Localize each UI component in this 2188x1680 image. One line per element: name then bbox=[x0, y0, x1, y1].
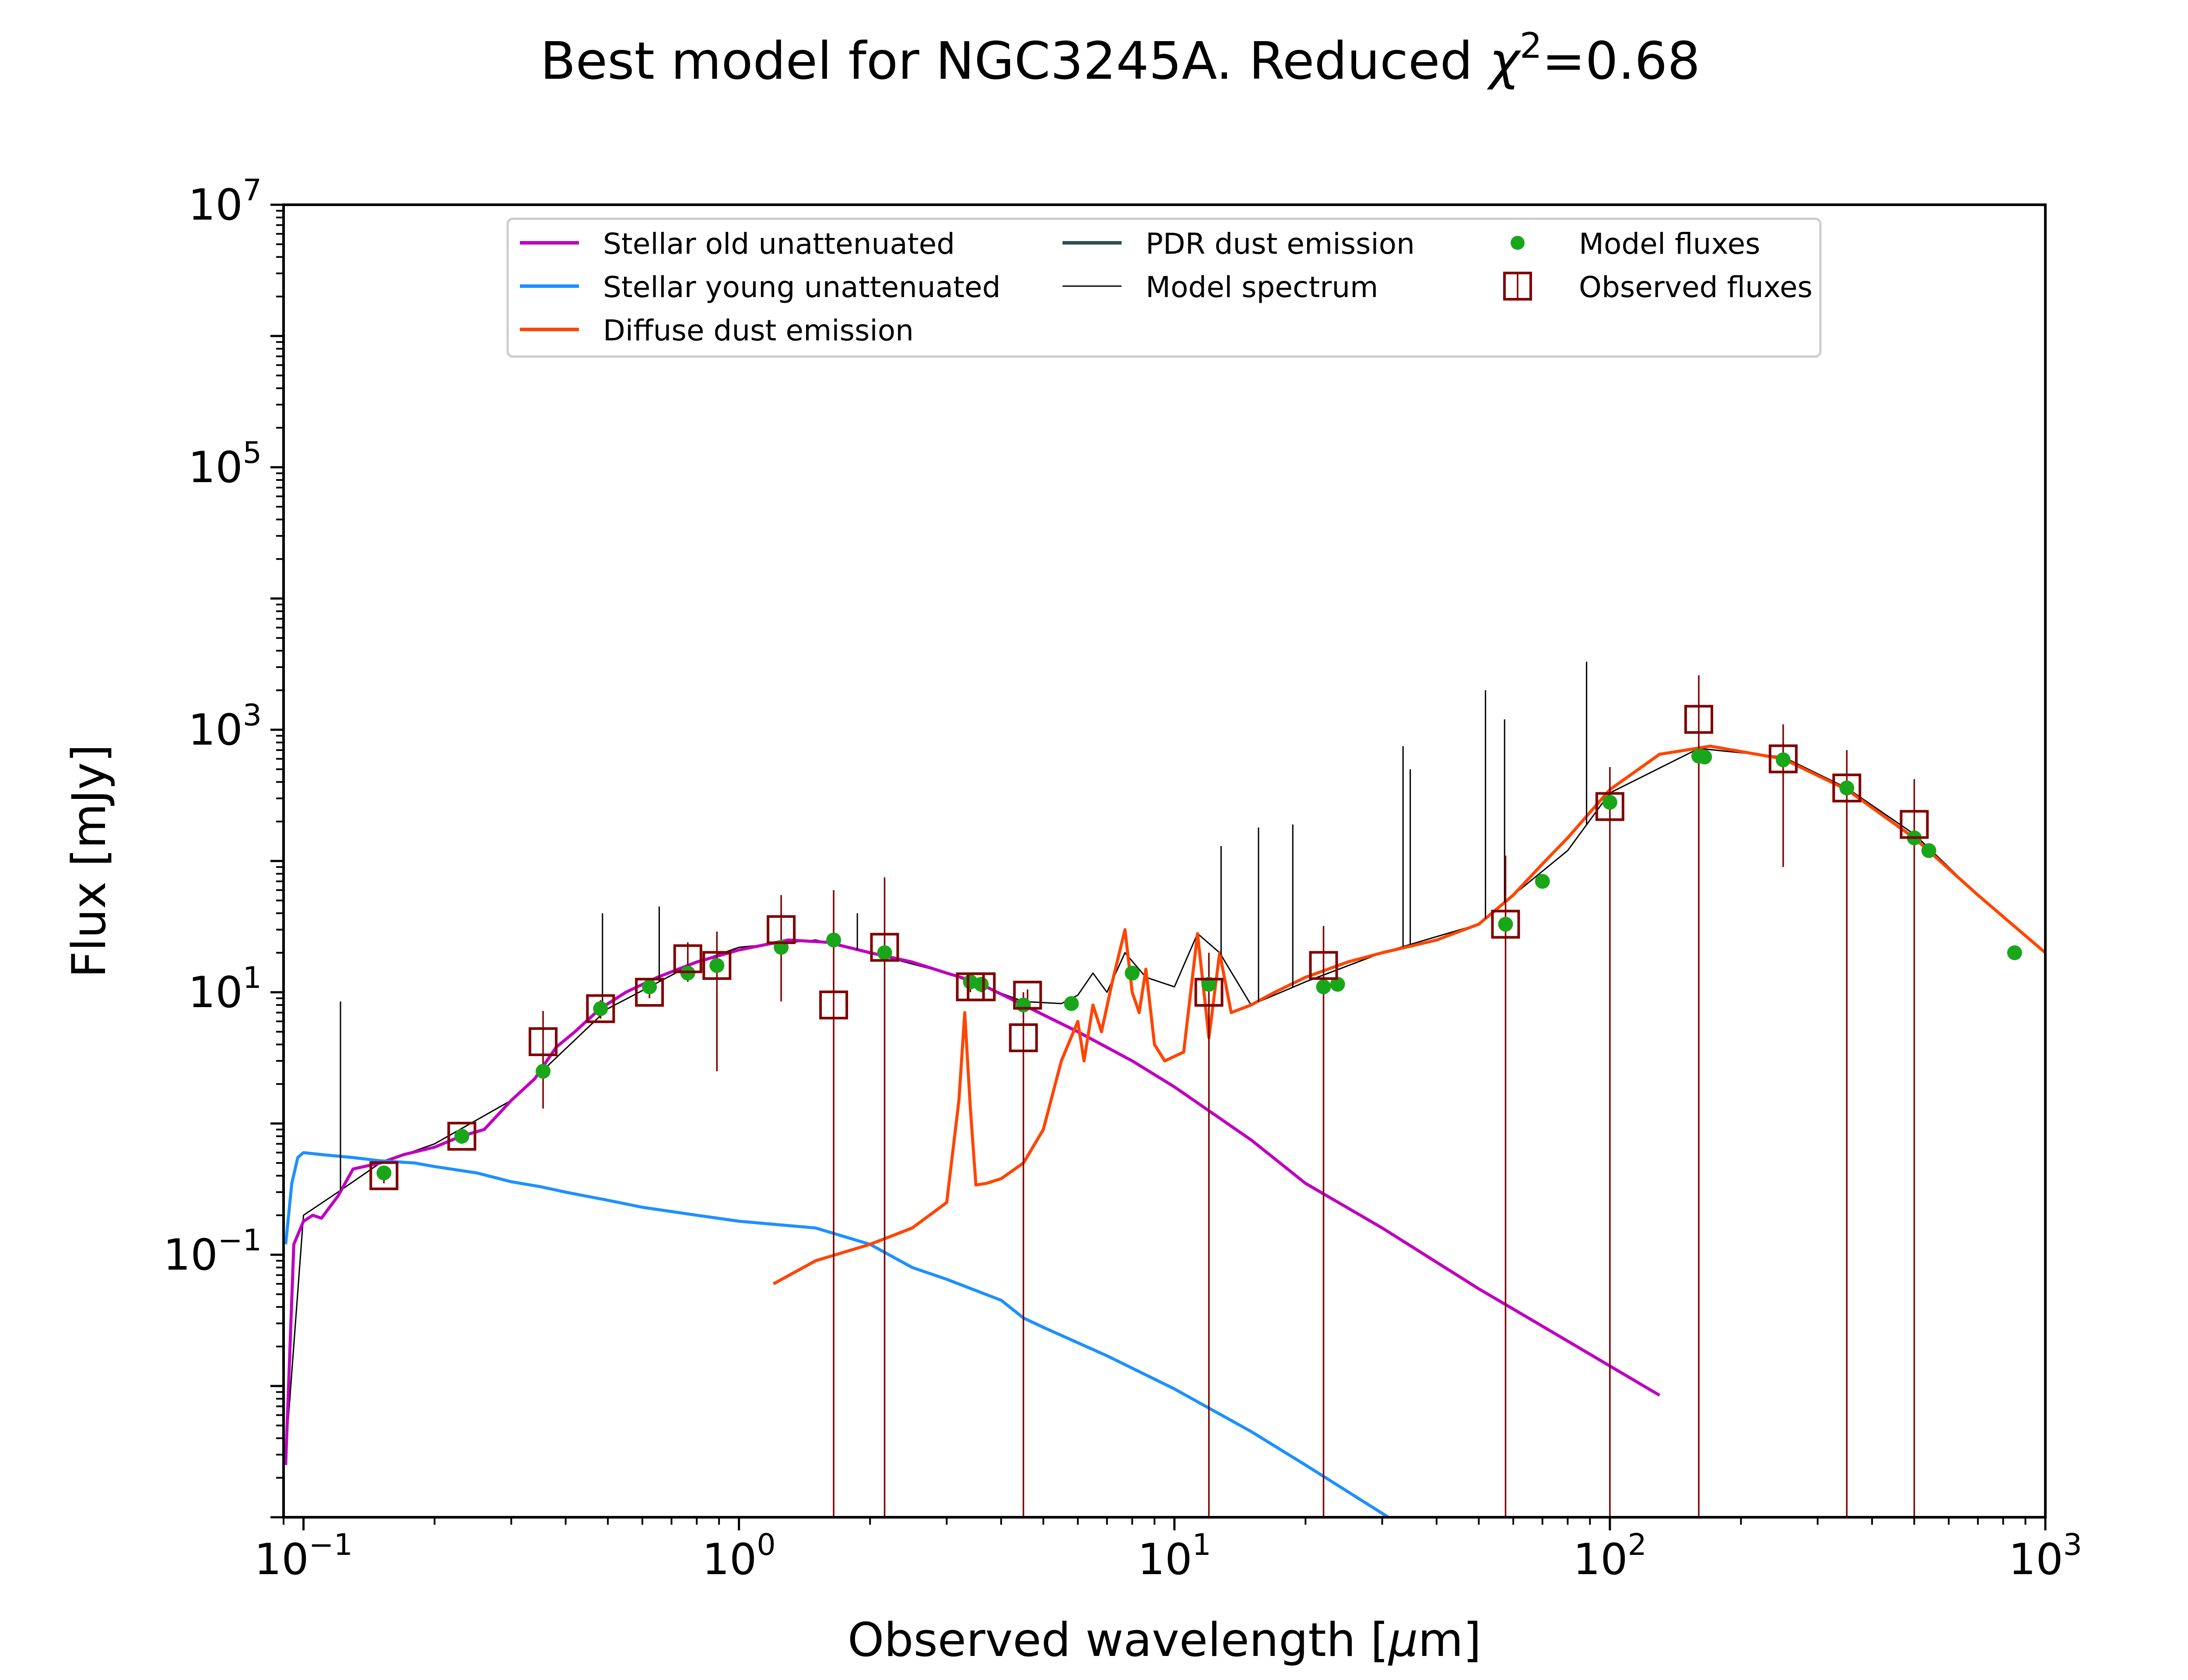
observed-flux-marker bbox=[1684, 705, 1714, 734]
y-tick-label: 103 bbox=[188, 698, 262, 755]
observed-flux-marker bbox=[967, 972, 996, 1001]
y-tick-label: 10−1 bbox=[163, 1223, 262, 1280]
observed-flux-marker bbox=[1013, 980, 1042, 1010]
x-tick-label: 102 bbox=[1573, 1528, 1647, 1585]
model-flux-point bbox=[1016, 998, 1031, 1013]
model-flux-point bbox=[536, 1064, 551, 1079]
legend-label-model-fluxes: Model fluxes bbox=[1579, 227, 1760, 261]
errorbar-layer bbox=[383, 675, 1915, 1517]
plot-area bbox=[284, 662, 2045, 1517]
model-flux-point bbox=[826, 932, 842, 948]
model-flux-point bbox=[454, 1129, 470, 1144]
model-flux-point bbox=[1697, 749, 1712, 765]
legend-swatch-model-fluxes bbox=[1511, 236, 1525, 250]
y-axis: 10−1 101 103 105 107 bbox=[163, 173, 284, 1519]
observed-flux-marker bbox=[1900, 810, 1929, 839]
legend-label-diffuse-dust-emission: Diffuse dust emission bbox=[603, 314, 914, 347]
series-model-spectrum bbox=[285, 748, 2045, 1455]
y-tick-label: 105 bbox=[188, 436, 262, 493]
observed-flux-marker bbox=[635, 978, 664, 1007]
series-diffuse-dust-emission bbox=[772, 745, 2045, 1285]
model-flux-point bbox=[1316, 979, 1331, 994]
observed-flux-marker bbox=[369, 1161, 399, 1190]
y-axis-label: Flux [mJy] bbox=[62, 744, 116, 978]
legend-box bbox=[506, 217, 1822, 358]
model-flux-point bbox=[1535, 874, 1550, 889]
model-flux-point bbox=[709, 958, 725, 973]
model-flux-point bbox=[1201, 976, 1217, 992]
y-tick-label: 101 bbox=[188, 961, 262, 1018]
x-tick-label: 100 bbox=[702, 1528, 776, 1585]
observed-flux-marker bbox=[1595, 792, 1624, 821]
observed-flux-marker bbox=[870, 933, 899, 962]
x-axis: 10−1 100 101 102 103 bbox=[254, 1517, 2082, 1585]
legend: Stellar old unattenuated Stellar young un… bbox=[506, 217, 1822, 358]
model-flux-point bbox=[1921, 843, 1936, 858]
observed-flux-marker bbox=[447, 1122, 477, 1151]
x-tick-label: 103 bbox=[2009, 1528, 2082, 1585]
model-flux-point bbox=[1839, 780, 1855, 796]
model-flux-point bbox=[974, 976, 989, 992]
series-layer bbox=[284, 662, 2045, 1517]
observed-flux-marker bbox=[702, 951, 732, 980]
legend-label-stellar-old-unattenuated: Stellar old unattenuated bbox=[603, 227, 955, 261]
model-flux-point bbox=[1498, 917, 1513, 932]
legend-label-pdr-dust-emission: PDR dust emission bbox=[1146, 227, 1415, 261]
legend-label-stellar-young-unattenuated: Stellar young unattenuated bbox=[603, 270, 1001, 304]
series-stellar-young-unattenuated bbox=[284, 1151, 1389, 1517]
observed-flux-marker bbox=[673, 944, 702, 973]
model-flux-point bbox=[1775, 752, 1791, 767]
observed-flux-marker bbox=[1009, 1023, 1038, 1053]
model-flux-layer bbox=[376, 749, 2022, 1181]
observed-flux-marker bbox=[1309, 951, 1338, 980]
x-tick-label: 101 bbox=[1138, 1528, 1211, 1585]
observed-flux-marker bbox=[1768, 744, 1798, 774]
observed-flux-marker bbox=[1491, 910, 1520, 939]
observed-flux-marker bbox=[1832, 774, 1862, 803]
y-tick-label: 107 bbox=[188, 173, 262, 230]
model-flux-point bbox=[1125, 966, 1140, 981]
model-flux-point bbox=[877, 945, 892, 960]
model-flux-point bbox=[2007, 945, 2022, 960]
model-flux-point bbox=[642, 979, 657, 994]
model-flux-point bbox=[1602, 794, 1617, 810]
observed-flux-marker bbox=[819, 990, 849, 1020]
x-axis-label: Observed wavelength [μm] bbox=[848, 1613, 1481, 1667]
observed-flux-marker bbox=[529, 1027, 558, 1057]
legend-label-model-spectrum: Model spectrum bbox=[1146, 270, 1378, 304]
model-flux-point bbox=[1064, 996, 1079, 1011]
legend-label-observed-fluxes: Observed fluxes bbox=[1579, 270, 1813, 304]
observed-flux-layer bbox=[369, 705, 1929, 1190]
x-tick-label: 10−1 bbox=[254, 1528, 353, 1585]
model-flux-point bbox=[1330, 976, 1345, 992]
model-flux-point bbox=[593, 1001, 608, 1016]
series-stellar-old-unattenuated bbox=[284, 938, 1661, 1465]
model-flux-point bbox=[376, 1166, 392, 1181]
observed-flux-marker bbox=[586, 994, 615, 1023]
observed-flux-marker bbox=[767, 915, 796, 944]
chart-title: Best model for NGC3245A. Reduced χ2=0.68 bbox=[540, 25, 1701, 91]
observed-flux-marker bbox=[1194, 978, 1224, 1007]
plot-frame bbox=[282, 203, 2047, 1519]
